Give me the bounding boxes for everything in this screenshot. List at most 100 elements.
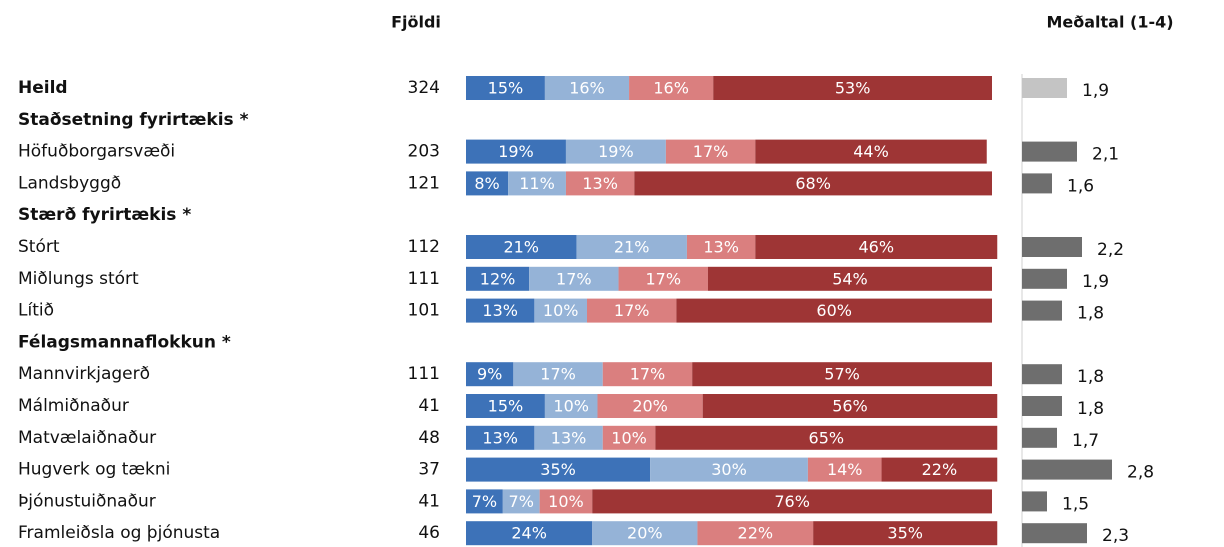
segment bbox=[707, 266, 992, 291]
row-label: Stærð fyrirtækis * bbox=[18, 205, 191, 225]
row-label: Þjónustuiðnaður bbox=[18, 491, 156, 511]
segment-label: 13% bbox=[582, 174, 618, 193]
segment-label: 56% bbox=[832, 397, 868, 416]
segment-label: 14% bbox=[827, 460, 863, 479]
segment-label: 16% bbox=[653, 79, 689, 98]
segment-label: 15% bbox=[488, 397, 524, 416]
segment bbox=[634, 171, 992, 196]
segment bbox=[544, 76, 630, 100]
segment bbox=[686, 235, 756, 259]
segment-label: 19% bbox=[598, 142, 634, 161]
mean-label: 1,5 bbox=[1062, 494, 1089, 514]
segment-label: 13% bbox=[482, 301, 518, 320]
segment bbox=[592, 489, 992, 514]
segment bbox=[565, 139, 666, 164]
segment bbox=[466, 235, 577, 259]
segment bbox=[697, 521, 814, 546]
segment bbox=[755, 235, 998, 259]
segment bbox=[576, 235, 687, 259]
row-label: Heild bbox=[18, 78, 68, 98]
segment bbox=[586, 298, 677, 323]
segment bbox=[618, 266, 708, 291]
segment bbox=[466, 171, 509, 196]
segment-label: 35% bbox=[540, 460, 576, 479]
segment-label: 76% bbox=[774, 492, 810, 511]
mean-bar bbox=[1022, 268, 1067, 289]
segment-label: 17% bbox=[540, 365, 576, 384]
count: 41 bbox=[418, 491, 440, 511]
segment bbox=[544, 394, 598, 418]
segment-label: 53% bbox=[835, 79, 871, 98]
segment-label: 17% bbox=[645, 269, 681, 288]
mean-bar bbox=[1022, 173, 1052, 194]
mean-bar bbox=[1022, 300, 1062, 321]
count: 324 bbox=[408, 78, 440, 98]
segment bbox=[529, 266, 619, 291]
segment bbox=[466, 76, 545, 100]
segment bbox=[713, 76, 992, 100]
row-label: Lítið bbox=[18, 301, 54, 321]
segment bbox=[881, 457, 998, 482]
segment-label: 21% bbox=[614, 238, 650, 257]
mean-label: 2,1 bbox=[1092, 145, 1119, 165]
segment-label: 20% bbox=[632, 397, 668, 416]
segment bbox=[466, 394, 545, 418]
row-label: Staðsetning fyrirtækis * bbox=[18, 110, 249, 130]
segment bbox=[466, 362, 514, 387]
segment-label: 22% bbox=[922, 460, 958, 479]
count-header: Fjöldi bbox=[391, 13, 441, 32]
mean-bar bbox=[1022, 523, 1087, 544]
segment-label: 21% bbox=[503, 238, 539, 257]
mean-bar bbox=[1022, 364, 1062, 385]
segment bbox=[629, 76, 714, 100]
segment bbox=[813, 521, 998, 546]
count: 112 bbox=[408, 237, 440, 257]
segment-label: 24% bbox=[511, 524, 547, 543]
segment bbox=[466, 139, 566, 164]
count: 101 bbox=[408, 301, 440, 321]
segment-label: 13% bbox=[551, 428, 587, 447]
segment bbox=[534, 425, 603, 450]
mean-label: 2,3 bbox=[1102, 526, 1129, 546]
segment-label: 17% bbox=[556, 269, 592, 288]
segment-label: 9% bbox=[477, 365, 502, 384]
count: 203 bbox=[408, 142, 440, 162]
segment-label: 13% bbox=[482, 428, 518, 447]
mean-label: 1,8 bbox=[1077, 304, 1104, 324]
row-label: Miðlungs stórt bbox=[18, 269, 139, 289]
segment-label: 19% bbox=[498, 142, 534, 161]
row-label: Matvælaiðnaður bbox=[18, 428, 156, 448]
mean-bar bbox=[1022, 491, 1047, 512]
segment bbox=[466, 298, 535, 323]
count: 41 bbox=[418, 396, 440, 416]
row-label: Mannvirkjagerð bbox=[18, 364, 150, 384]
segment-label: 22% bbox=[738, 524, 774, 543]
segment-label: 60% bbox=[816, 301, 852, 320]
segment bbox=[602, 362, 693, 387]
segment bbox=[702, 394, 998, 418]
row-label: Stórt bbox=[18, 237, 60, 257]
segment bbox=[513, 362, 603, 387]
segment-label: 11% bbox=[519, 174, 555, 193]
segment-label: 17% bbox=[614, 301, 650, 320]
segment-label: 10% bbox=[543, 301, 579, 320]
segment bbox=[650, 457, 808, 482]
mean-bar bbox=[1022, 237, 1082, 257]
segment-label: 17% bbox=[630, 365, 666, 384]
segment bbox=[565, 171, 635, 196]
segment bbox=[655, 425, 998, 450]
mean-label: 1,9 bbox=[1082, 272, 1109, 292]
segment bbox=[755, 139, 987, 164]
segment bbox=[466, 457, 651, 482]
row-label: Félagsmannaflokkun * bbox=[18, 332, 231, 352]
row-label: Landsbyggð bbox=[18, 173, 121, 193]
segment bbox=[466, 521, 593, 546]
segment-label: 57% bbox=[824, 365, 860, 384]
segment bbox=[466, 489, 503, 514]
mean-bar bbox=[1022, 427, 1057, 448]
segment-label: 12% bbox=[480, 269, 516, 288]
segment-label: 7% bbox=[472, 492, 497, 511]
segment-label: 30% bbox=[711, 460, 747, 479]
